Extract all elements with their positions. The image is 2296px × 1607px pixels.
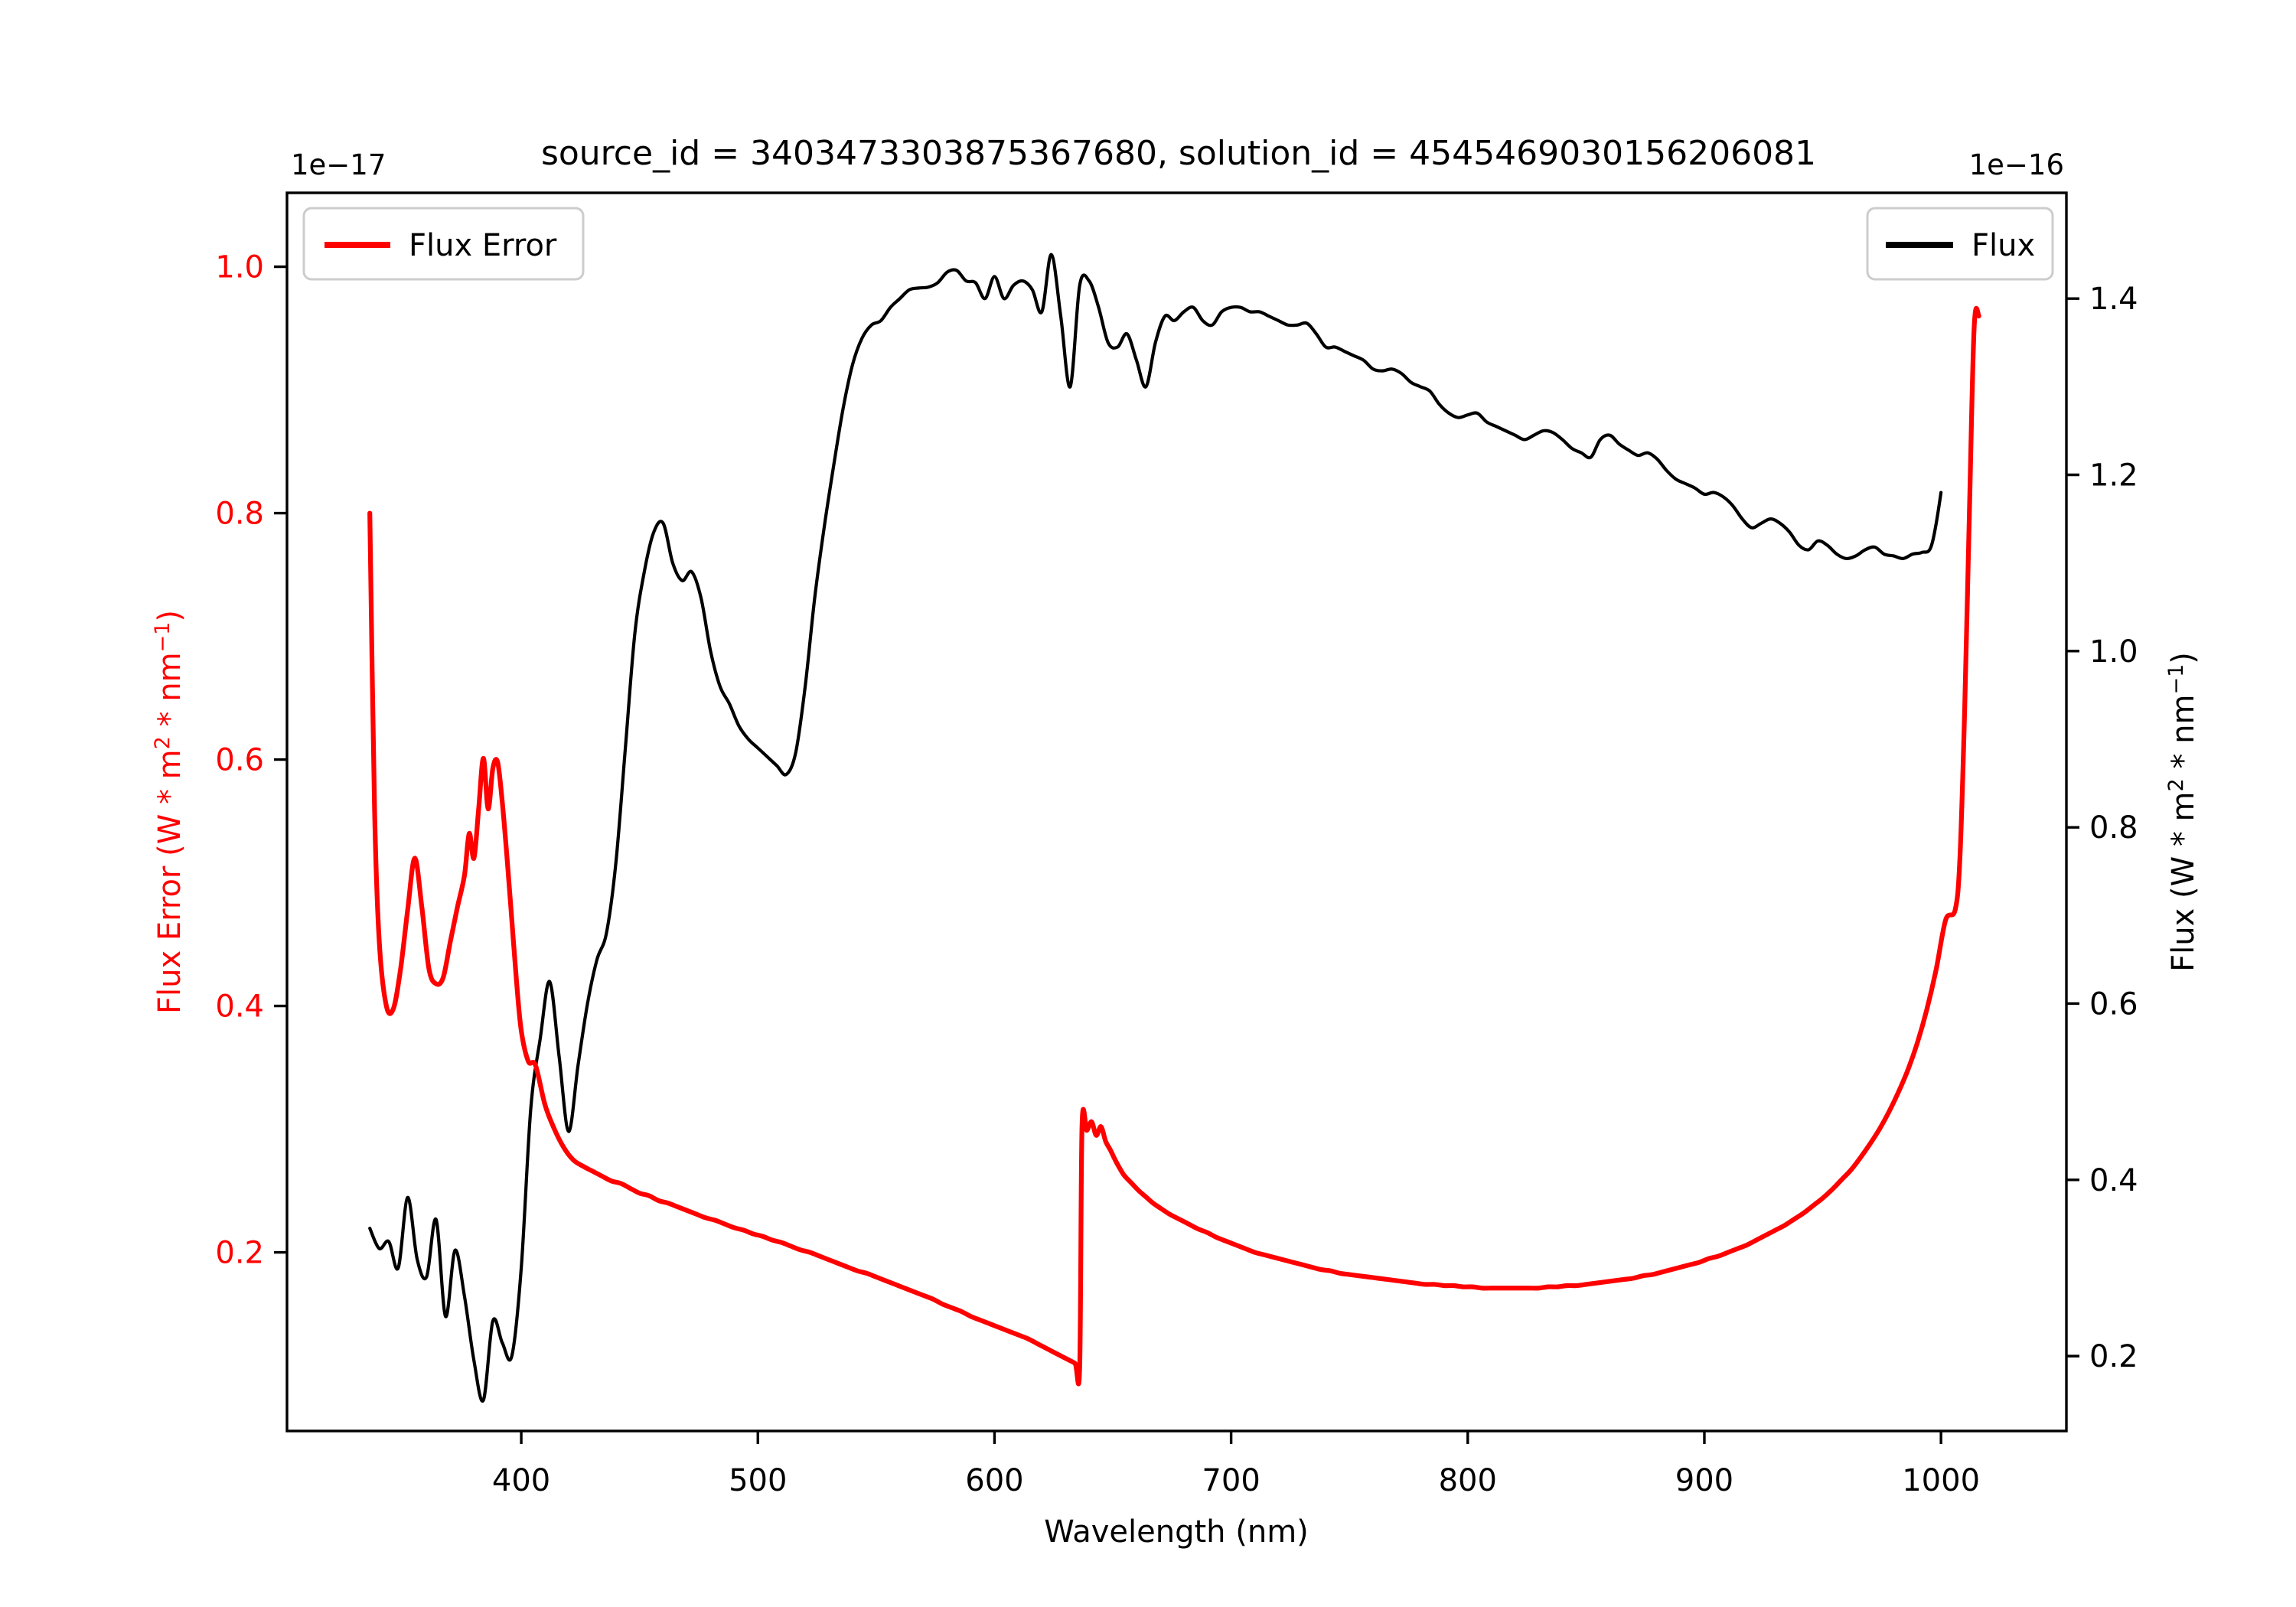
y-axis-left-label: Flux Error (W * m2 * nm−1) [151,610,188,1014]
legend-flux-label: Flux [1971,228,2035,263]
y-right-axis-ticks: 0.2 0.4 0.6 0.8 1.0 1.2 1.4 [2066,282,2138,1374]
x-tick-label: 400 [492,1463,550,1498]
y-left-tick-label: 1.0 [215,250,264,285]
y-left-tick-label: 0.4 [215,989,264,1025]
y-left-tick-label: 0.2 [215,1236,264,1271]
y-left-tick-label: 0.6 [215,743,264,778]
legend-flux[interactable]: Flux [1866,207,2054,281]
x-tick-label: 600 [965,1463,1023,1498]
right-axis-offset-label: 1e−16 [1969,148,2064,181]
y-left-axis-ticks: 0.2 0.4 0.6 0.8 1.0 [215,250,287,1271]
y-right-tick-label: 1.2 [2089,458,2138,494]
y-axis-right-label: Flux (W * m2 * nm−1) [2164,652,2201,972]
legend-flux-error-label: Flux Error [409,228,557,263]
x-axis-ticks: 400 500 600 700 800 900 1000 [492,1431,1980,1498]
legend-flux-error-box [302,207,585,281]
x-tick-label: 1000 [1902,1463,1980,1498]
x-tick-label: 500 [729,1463,787,1498]
y-right-tick-label: 0.4 [2089,1163,2138,1198]
axes-frame [285,191,2068,1433]
y-right-tick-label: 1.4 [2089,282,2138,317]
flux-curve [368,253,1943,1403]
x-tick-label: 700 [1202,1463,1260,1498]
flux-error-curve [367,305,1981,1387]
legend-flux-error[interactable]: Flux Error [302,207,585,281]
x-tick-label: 800 [1439,1463,1497,1498]
y-right-tick-label: 0.6 [2089,986,2138,1022]
plot-title: source_id = 3403473303875367680, solutio… [541,134,1816,173]
y-right-tick-label: 0.8 [2089,810,2138,846]
y-left-tick-label: 0.8 [215,497,264,532]
x-axis-label: Wavelength (nm) [1044,1514,1309,1550]
left-axis-offset-label: 1e−17 [291,148,386,181]
y-right-tick-label: 0.2 [2089,1339,2138,1374]
x-tick-label: 900 [1675,1463,1733,1498]
legend-flux-box [1866,207,2054,281]
y-right-tick-label: 1.0 [2089,634,2138,670]
